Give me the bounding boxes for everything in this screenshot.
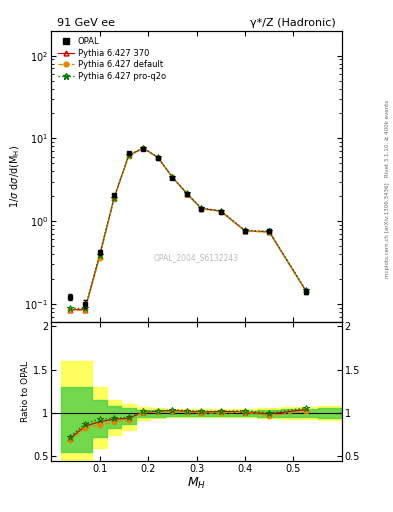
Text: γ*/Z (Hadronic): γ*/Z (Hadronic) [250,18,336,28]
Text: OPAL_2004_S6132243: OPAL_2004_S6132243 [154,253,239,263]
Text: mcplots.cern.ch [arXiv:1306.3436]: mcplots.cern.ch [arXiv:1306.3436] [385,183,390,278]
X-axis label: $M_H$: $M_H$ [187,476,206,492]
Text: Rivet 3.1.10, ≥ 400k events: Rivet 3.1.10, ≥ 400k events [385,100,390,177]
Y-axis label: Ratio to OPAL: Ratio to OPAL [21,361,30,422]
Text: 91 GeV ee: 91 GeV ee [57,18,115,28]
Y-axis label: 1/$\sigma$ d$\sigma$/d(M$_\mathrm{H}$): 1/$\sigma$ d$\sigma$/d(M$_\mathrm{H}$) [8,145,22,208]
Legend: OPAL, Pythia 6.427 370, Pythia 6.427 default, Pythia 6.427 pro-q2o: OPAL, Pythia 6.427 370, Pythia 6.427 def… [55,35,168,83]
